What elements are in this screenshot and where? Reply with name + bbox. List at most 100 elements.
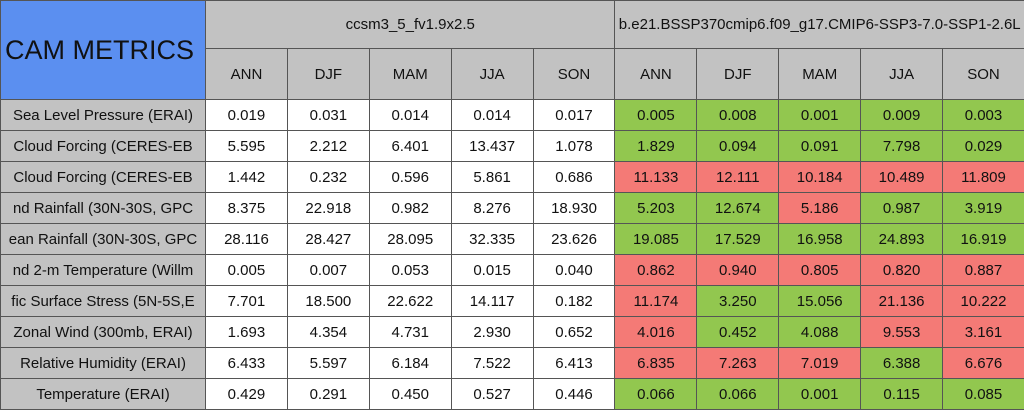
metric-value: 12.674 — [696, 192, 780, 224]
metric-value: 11.174 — [614, 285, 698, 317]
metric-value: 19.085 — [614, 223, 698, 255]
table-row: Cloud Forcing (CERES-EB 1.442 0.232 0.596 5.… — [0, 161, 1024, 193]
metric-value: 0.686 — [532, 161, 616, 193]
metric-value: 6.401 — [368, 130, 452, 162]
metric-value: 0.982 — [368, 192, 452, 224]
metric-value: 14.117 — [450, 285, 534, 317]
metric-value: 22.918 — [286, 192, 370, 224]
row-label: fic Surface Stress (5N-5S,E — [0, 285, 206, 317]
group-header: b.e21.BSSP370cmip6.f09_g17.CMIP6-SSP3-7.… — [614, 0, 1024, 49]
table-row: Relative Humidity (ERAI) 6.433 5.597 6.184 7… — [0, 347, 1024, 379]
table-row: Temperature (ERAI) 0.429 0.291 0.450 0.527 0.… — [0, 378, 1024, 410]
metric-value: 3.919 — [942, 192, 1024, 224]
metric-value: 21.136 — [860, 285, 944, 317]
metric-value: 1.693 — [205, 316, 288, 348]
table-row: ANN DJF MAM JJA SON ANN DJF MAM JJA SON — [1, 48, 1024, 100]
metric-value: 10.489 — [860, 161, 944, 193]
metric-value: 0.429 — [205, 378, 288, 410]
metric-value: 0.596 — [368, 161, 452, 193]
row-label: Cloud Forcing (CERES-EB — [0, 161, 206, 193]
metric-value: 0.940 — [696, 254, 780, 286]
metric-value: 3.250 — [696, 285, 780, 317]
season-header: DJF — [286, 48, 370, 100]
row-label: nd Rainfall (30N-30S, GPC — [0, 192, 206, 224]
metric-value: 0.094 — [696, 130, 780, 162]
metric-value: 7.701 — [205, 285, 288, 317]
metric-value: 9.553 — [860, 316, 944, 348]
metric-value: 0.031 — [286, 99, 370, 131]
metric-value: 0.017 — [532, 99, 616, 131]
metric-value: 0.232 — [286, 161, 370, 193]
season-header: JJA — [450, 48, 534, 100]
metric-value: 0.053 — [368, 254, 452, 286]
metric-value: 7.522 — [450, 347, 534, 379]
metric-value: 24.893 — [860, 223, 944, 255]
metric-value: 28.095 — [368, 223, 452, 255]
metric-value: 6.676 — [942, 347, 1024, 379]
metric-value: 10.184 — [778, 161, 862, 193]
metric-value: 0.652 — [532, 316, 616, 348]
metric-value: 6.835 — [614, 347, 698, 379]
metric-value: 0.066 — [696, 378, 780, 410]
metric-value: 0.115 — [860, 378, 944, 410]
metric-value: 0.001 — [778, 378, 862, 410]
metric-value: 0.862 — [614, 254, 698, 286]
metric-value: 16.958 — [778, 223, 862, 255]
metric-value: 0.820 — [860, 254, 944, 286]
metric-value: 0.014 — [450, 99, 534, 131]
metric-value: 1.442 — [205, 161, 288, 193]
metric-value: 11.133 — [614, 161, 698, 193]
metric-value: 0.887 — [942, 254, 1024, 286]
metric-value: 5.203 — [614, 192, 698, 224]
metric-value: 22.622 — [368, 285, 452, 317]
metric-value: 28.116 — [205, 223, 288, 255]
metric-value: 32.335 — [450, 223, 534, 255]
metric-value: 7.798 — [860, 130, 944, 162]
metric-value: 0.019 — [205, 99, 288, 131]
season-header: SON — [532, 48, 616, 100]
metric-value: 0.001 — [778, 99, 862, 131]
metric-value: 5.597 — [286, 347, 370, 379]
metric-value: 13.437 — [450, 130, 534, 162]
metric-value: 4.088 — [778, 316, 862, 348]
metric-value: 0.005 — [205, 254, 288, 286]
metric-value: 7.263 — [696, 347, 780, 379]
metric-value: 6.184 — [368, 347, 452, 379]
row-label: Temperature (ERAI) — [0, 378, 206, 410]
metric-value: 8.375 — [205, 192, 288, 224]
metric-value: 4.731 — [368, 316, 452, 348]
metric-value: 12.111 — [696, 161, 780, 193]
table-row: Sea Level Pressure (ERAI) 0.019 0.031 0.014… — [0, 99, 1024, 131]
metric-value: 18.500 — [286, 285, 370, 317]
metric-value: 1.078 — [532, 130, 616, 162]
group-header: ccsm3_5_fv1.9x2.5 — [204, 0, 616, 49]
metric-value: 16.919 — [942, 223, 1024, 255]
metric-value: 2.930 — [450, 316, 534, 348]
table-row: CAM METRICS ccsm3_5_fv1.9x2.5 b.e21.BSSP37… — [0, 0, 1024, 100]
row-label: ean Rainfall (30N-30S, GPC — [0, 223, 206, 255]
metric-value: 0.014 — [368, 99, 452, 131]
metric-value: 0.452 — [696, 316, 780, 348]
season-header: JJA — [860, 48, 944, 100]
metric-value: 0.085 — [942, 378, 1024, 410]
season-header: MAM — [368, 48, 452, 100]
season-header: MAM — [778, 48, 862, 100]
row-label: nd 2-m Temperature (Willm — [0, 254, 206, 286]
season-header: DJF — [696, 48, 780, 100]
metric-value: 28.427 — [286, 223, 370, 255]
metric-value: 5.186 — [778, 192, 862, 224]
metric-value: 4.016 — [614, 316, 698, 348]
metric-value: 0.005 — [614, 99, 698, 131]
metric-value: 0.009 — [860, 99, 944, 131]
row-label: Relative Humidity (ERAI) — [0, 347, 206, 379]
metric-value: 0.007 — [286, 254, 370, 286]
metric-value: 0.066 — [614, 378, 698, 410]
metric-value: 0.091 — [778, 130, 862, 162]
table-title: CAM METRICS — [0, 0, 206, 100]
metric-value: 1.829 — [614, 130, 698, 162]
season-header: ANN — [205, 48, 288, 100]
metric-value: 8.276 — [450, 192, 534, 224]
row-label: Zonal Wind (300mb, ERAI) — [0, 316, 206, 348]
